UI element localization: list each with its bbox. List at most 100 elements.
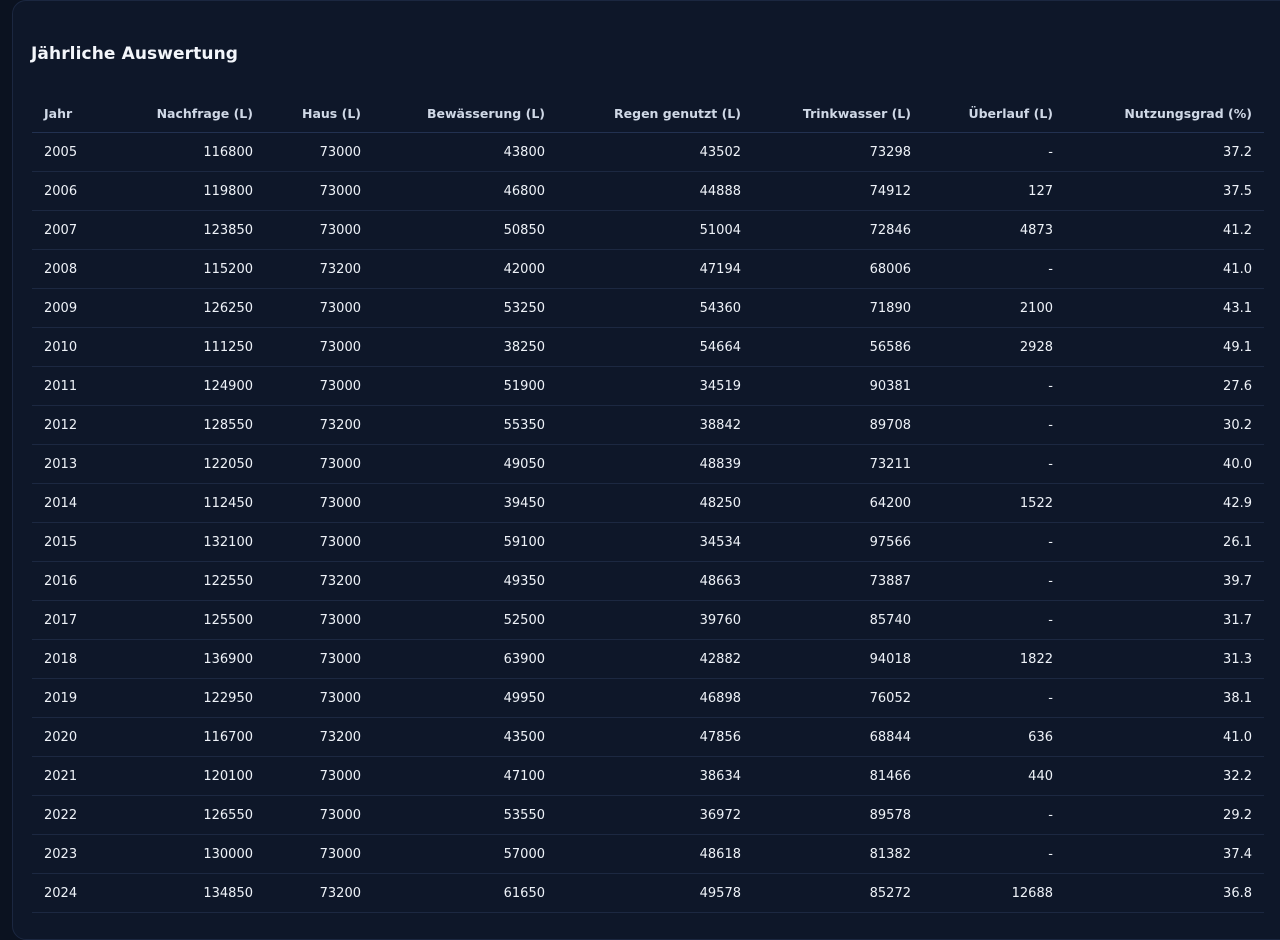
cell-ueberlauf: 636 bbox=[923, 717, 1065, 757]
cell-nutzungsgrad: 31.3 bbox=[1065, 639, 1264, 679]
cell-ueberlauf: - bbox=[923, 600, 1065, 640]
cell-bewaesserung: 47100 bbox=[373, 756, 557, 796]
cell-bewaesserung: 55350 bbox=[373, 405, 557, 445]
cell-jahr: 2017 bbox=[32, 600, 95, 640]
column-header-nutzungsgrad[interactable]: Nutzungsgrad (%) bbox=[1065, 94, 1264, 133]
table-row: 2007 123850 73000 50850 51004 72846 4873 41.2 bbox=[32, 210, 1264, 250]
table-header-row: Jahr Nachfrage (L) Haus (L) Bewässerung … bbox=[32, 94, 1264, 133]
cell-regen-genutzt: 43502 bbox=[557, 132, 753, 172]
cell-jahr: 2005 bbox=[32, 132, 95, 172]
column-header-trinkwasser[interactable]: Trinkwasser (L) bbox=[753, 94, 923, 133]
table-row: 2012 128550 73200 55350 38842 89708-30.2 bbox=[32, 405, 1264, 445]
cell-bewaesserung: 43500 bbox=[373, 717, 557, 757]
cell-trinkwasser: 85740 bbox=[753, 600, 923, 640]
cell-bewaesserung: 49050 bbox=[373, 444, 557, 484]
column-header-nachfrage[interactable]: Nachfrage (L) bbox=[95, 94, 265, 133]
table-row: 2021 120100 73000 47100 38634 81466 440 32.2 bbox=[32, 756, 1264, 796]
cell-jahr: 2015 bbox=[32, 522, 95, 562]
table-row: 2023 130000 73000 57000 48618 81382-37.4 bbox=[32, 834, 1264, 874]
cell-bewaesserung: 57000 bbox=[373, 834, 557, 874]
cell-jahr: 2012 bbox=[32, 405, 95, 445]
cell-jahr: 2011 bbox=[32, 366, 95, 406]
column-header-haus[interactable]: Haus (L) bbox=[265, 94, 373, 133]
table-row: 2016 122550 73200 49350 48663 73887-39.7 bbox=[32, 561, 1264, 601]
cell-ueberlauf: 1522 bbox=[923, 483, 1065, 523]
cell-regen-genutzt: 38842 bbox=[557, 405, 753, 445]
column-header-regen-genutzt[interactable]: Regen genutzt (L) bbox=[557, 94, 753, 133]
cell-trinkwasser: 76052 bbox=[753, 678, 923, 718]
page-title: Jährliche Auswertung bbox=[31, 44, 239, 64]
cell-regen-genutzt: 36972 bbox=[557, 795, 753, 835]
table-row: 2009 126250 73000 53250 54360 71890 2100 43.1 bbox=[32, 288, 1264, 328]
cell-nachfrage: 124900 bbox=[95, 366, 265, 406]
cell-nutzungsgrad: 31.7 bbox=[1065, 600, 1264, 640]
cell-nachfrage: 122950 bbox=[95, 678, 265, 718]
cell-nachfrage: 116800 bbox=[95, 132, 265, 172]
cell-nutzungsgrad: 41.2 bbox=[1065, 210, 1264, 250]
cell-haus: 73200 bbox=[265, 561, 373, 601]
annual-report-table: Jahr Nachfrage (L) Haus (L) Bewässerung … bbox=[32, 94, 1264, 913]
column-header-ueberlauf[interactable]: Überlauf (L) bbox=[923, 94, 1065, 133]
cell-trinkwasser: 64200 bbox=[753, 483, 923, 523]
cell-haus: 73000 bbox=[265, 288, 373, 328]
cell-nachfrage: 122550 bbox=[95, 561, 265, 601]
cell-regen-genutzt: 42882 bbox=[557, 639, 753, 679]
cell-trinkwasser: 56586 bbox=[753, 327, 923, 367]
cell-nachfrage: 125500 bbox=[95, 600, 265, 640]
cell-nutzungsgrad: 32.2 bbox=[1065, 756, 1264, 796]
cell-haus: 73000 bbox=[265, 483, 373, 523]
cell-bewaesserung: 38250 bbox=[373, 327, 557, 367]
cell-nutzungsgrad: 37.2 bbox=[1065, 132, 1264, 172]
table-row: 2022 126550 73000 53550 36972 89578-29.2 bbox=[32, 795, 1264, 835]
cell-ueberlauf: - bbox=[923, 834, 1065, 874]
cell-trinkwasser: 73211 bbox=[753, 444, 923, 484]
column-header-jahr[interactable]: Jahr bbox=[32, 94, 95, 133]
cell-haus: 73200 bbox=[265, 405, 373, 445]
cell-nachfrage: 120100 bbox=[95, 756, 265, 796]
cell-haus: 73000 bbox=[265, 444, 373, 484]
cell-trinkwasser: 73298 bbox=[753, 132, 923, 172]
cell-jahr: 2022 bbox=[32, 795, 95, 835]
table-row: 2006 119800 73000 46800 44888 74912 127 37.5 bbox=[32, 171, 1264, 211]
cell-bewaesserung: 53550 bbox=[373, 795, 557, 835]
cell-nutzungsgrad: 41.0 bbox=[1065, 717, 1264, 757]
cell-nutzungsgrad: 37.4 bbox=[1065, 834, 1264, 874]
cell-trinkwasser: 68006 bbox=[753, 249, 923, 289]
cell-ueberlauf: - bbox=[923, 795, 1065, 835]
cell-trinkwasser: 90381 bbox=[753, 366, 923, 406]
cell-trinkwasser: 71890 bbox=[753, 288, 923, 328]
cell-haus: 73000 bbox=[265, 132, 373, 172]
cell-ueberlauf: 127 bbox=[923, 171, 1065, 211]
table-row: 2005 116800 73000 43800 43502 73298-37.2 bbox=[32, 132, 1264, 172]
cell-haus: 73200 bbox=[265, 873, 373, 913]
table-row: 2019 122950 73000 49950 46898 76052-38.1 bbox=[32, 678, 1264, 718]
column-header-bewaesserung[interactable]: Bewässerung (L) bbox=[373, 94, 557, 133]
table-row: 2013 122050 73000 49050 48839 73211-40.0 bbox=[32, 444, 1264, 484]
cell-trinkwasser: 72846 bbox=[753, 210, 923, 250]
cell-nutzungsgrad: 42.9 bbox=[1065, 483, 1264, 523]
cell-nachfrage: 112450 bbox=[95, 483, 265, 523]
cell-ueberlauf: - bbox=[923, 444, 1065, 484]
cell-trinkwasser: 85272 bbox=[753, 873, 923, 913]
cell-haus: 73200 bbox=[265, 249, 373, 289]
cell-regen-genutzt: 44888 bbox=[557, 171, 753, 211]
cell-ueberlauf: - bbox=[923, 249, 1065, 289]
cell-ueberlauf: - bbox=[923, 678, 1065, 718]
cell-haus: 73000 bbox=[265, 639, 373, 679]
cell-ueberlauf: 4873 bbox=[923, 210, 1065, 250]
cell-haus: 73200 bbox=[265, 717, 373, 757]
cell-regen-genutzt: 38634 bbox=[557, 756, 753, 796]
cell-bewaesserung: 46800 bbox=[373, 171, 557, 211]
cell-nutzungsgrad: 26.1 bbox=[1065, 522, 1264, 562]
cell-ueberlauf: 440 bbox=[923, 756, 1065, 796]
cell-nachfrage: 136900 bbox=[95, 639, 265, 679]
cell-nutzungsgrad: 39.7 bbox=[1065, 561, 1264, 601]
cell-nachfrage: 128550 bbox=[95, 405, 265, 445]
cell-haus: 73000 bbox=[265, 327, 373, 367]
cell-haus: 73000 bbox=[265, 756, 373, 796]
table-row: 2017 125500 73000 52500 39760 85740-31.7 bbox=[32, 600, 1264, 640]
cell-nachfrage: 132100 bbox=[95, 522, 265, 562]
cell-nutzungsgrad: 30.2 bbox=[1065, 405, 1264, 445]
cell-jahr: 2019 bbox=[32, 678, 95, 718]
cell-ueberlauf: - bbox=[923, 405, 1065, 445]
